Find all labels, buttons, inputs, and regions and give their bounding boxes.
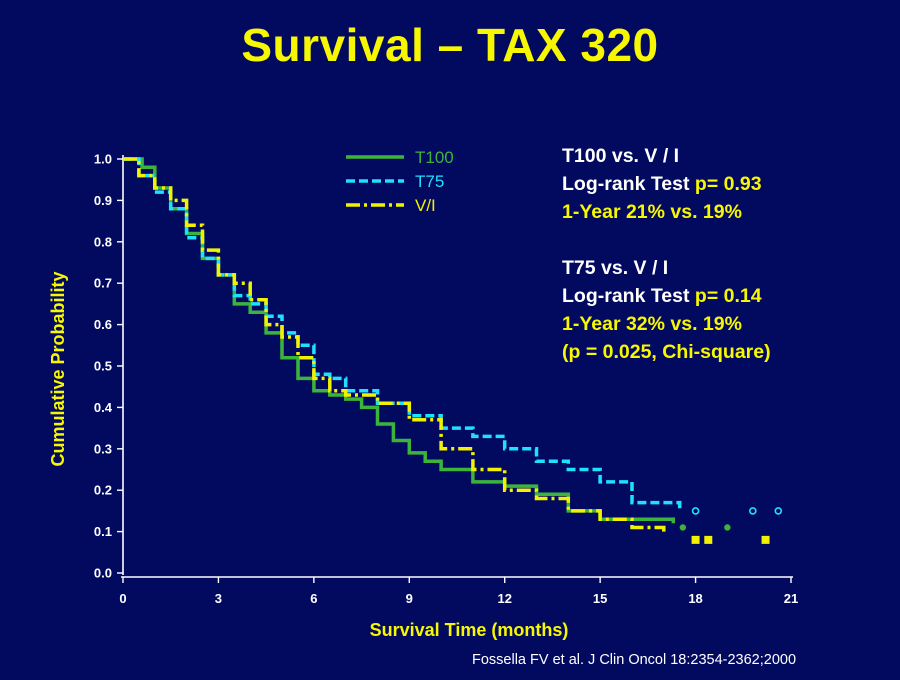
x-tick-label: 18 (688, 591, 702, 606)
censor-mark-vi (704, 535, 713, 544)
stats-test-label: Log-rank Test (562, 285, 690, 307)
stats-heading: T100 vs. V / I (562, 145, 680, 167)
y-tick-label: 0.8 (94, 234, 112, 249)
stats-one-year: 1-Year 21% vs. 19% (562, 201, 742, 223)
stats-p-value: p= 0.14 (694, 285, 762, 307)
y-tick-label: 0.2 (94, 483, 112, 498)
y-tick-label: 0.6 (94, 317, 112, 332)
y-tick-label: 1.0 (94, 152, 112, 167)
x-tick-label: 15 (593, 591, 607, 606)
series-line-t100 (123, 157, 676, 524)
censor-mark-vi (761, 535, 770, 544)
x-tick-label: 9 (406, 591, 413, 606)
legend-label-t100: T100 (415, 148, 454, 167)
chart-axes: 0.0 0.1 0.2 0.3 0.4 0.5 0.6 0.7 0.8 0.9 1.0 0 3 6 9 12 1… (48, 152, 798, 641)
censor-mark-vi (691, 535, 700, 544)
series-line-vi (123, 157, 666, 532)
slide-title: Survival – TAX 320 (241, 19, 659, 71)
stats-t75-vs-vi: T75 vs. V / I Log-rank Test p= 0.14 1-Ye… (562, 254, 771, 366)
y-axis-label: Cumulative Probability (48, 271, 68, 466)
x-axis-label: Survival Time (months) (370, 620, 569, 640)
series-line-t75 (123, 157, 682, 511)
y-tick-label: 0.3 (94, 441, 112, 456)
y-tick-label: 0.9 (94, 193, 112, 208)
y-tick-label: 0.7 (94, 276, 112, 291)
censor-mark-t75 (749, 507, 757, 515)
censor-mark-t75 (774, 507, 783, 515)
y-tick-label: 0.4 (94, 400, 113, 415)
stats-test-label: Log-rank Test (562, 173, 690, 195)
stats-one-year: 1-Year 32% vs. 19% (562, 313, 742, 335)
x-tick-label: 12 (497, 591, 511, 606)
x-tick-label: 0 (119, 591, 126, 606)
y-tick-label: 0.0 (94, 566, 112, 581)
x-tick-label: 3 (215, 591, 222, 606)
censor-mark-t100 (679, 524, 687, 531)
censor-mark-t75 (691, 507, 700, 515)
legend-label-t75: T75 (415, 172, 444, 191)
chart-legend: T100 T75 V/I (346, 148, 454, 215)
y-tick-label: 0.1 (94, 524, 112, 539)
x-tick-label: 21 (784, 591, 798, 606)
y-tick-label: 0.5 (94, 359, 112, 374)
stats-t100-vs-vi: T100 vs. V / I Log-rank Test p= 0.93 1-Y… (562, 142, 762, 226)
stats-chi-square: (p = 0.025, Chi-square) (562, 341, 771, 363)
legend-label-vi: V/I (415, 196, 436, 215)
chart-series (123, 157, 783, 544)
citation: Fossella FV et al. J Clin Oncol 18:2354-… (472, 652, 797, 668)
x-tick-label: 6 (310, 591, 317, 606)
censor-mark-t100 (724, 524, 731, 531)
stats-heading: T75 vs. V / I (562, 257, 669, 279)
stats-p-value: p= 0.93 (694, 173, 762, 195)
